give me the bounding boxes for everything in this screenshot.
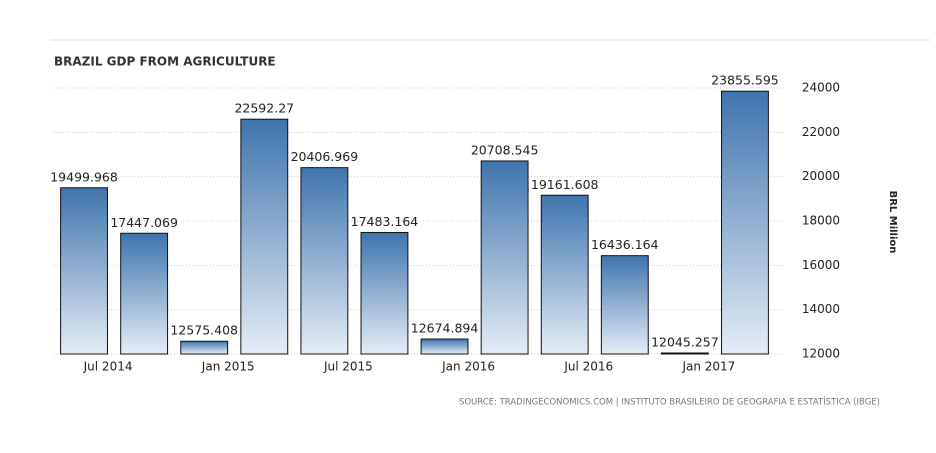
x-tick-label: Jul 2016 (563, 360, 613, 374)
bar (240, 118, 289, 355)
bar (721, 90, 769, 355)
y-tick-label: 22000 (802, 125, 840, 139)
chart-title: BRAZIL GDP FROM AGRICULTURE (54, 55, 276, 69)
y-tick-label: 14000 (802, 302, 840, 316)
x-tick-label: Jul 2014 (83, 360, 133, 374)
bar (600, 255, 649, 355)
x-tick-label: Jul 2015 (323, 360, 373, 374)
value-label: 17447.069 (110, 215, 178, 230)
bar (660, 352, 709, 355)
bar (300, 167, 349, 355)
y-tick-label: 16000 (802, 258, 840, 272)
bar (420, 338, 469, 355)
source: SOURCE: TRADINGECONOMICS.COM | INSTITUTO… (459, 396, 880, 408)
value-label: 19499.968 (50, 169, 118, 184)
bar (60, 187, 108, 355)
x-tick-label: Jan 2015 (201, 360, 255, 374)
y-tick-label: 12000 (802, 347, 840, 361)
x-tick-label: Jan 2016 (441, 360, 495, 374)
bar (480, 160, 529, 355)
value-label: 20708.545 (471, 142, 539, 157)
value-label: 20406.969 (291, 149, 359, 164)
y-axis-label: BRL Million (887, 191, 898, 254)
y-tick-label: 18000 (802, 214, 840, 228)
bar (180, 340, 229, 355)
bar (120, 232, 169, 355)
value-label: 12045.257 (651, 334, 719, 349)
value-label: 17483.164 (351, 214, 419, 229)
value-label: 16436.164 (591, 237, 659, 252)
value-label: 22592.27 (234, 101, 294, 116)
bar (360, 231, 409, 355)
value-label: 12575.408 (170, 323, 238, 338)
value-label: 12674.894 (411, 321, 479, 336)
value-label: 23855.595 (711, 73, 779, 88)
bar (540, 194, 589, 355)
y-tick-label: 20000 (802, 169, 840, 183)
y-tick-label: 24000 (802, 81, 840, 95)
value-label: 19161.608 (531, 177, 599, 192)
x-tick-label: Jan 2017 (681, 360, 735, 374)
